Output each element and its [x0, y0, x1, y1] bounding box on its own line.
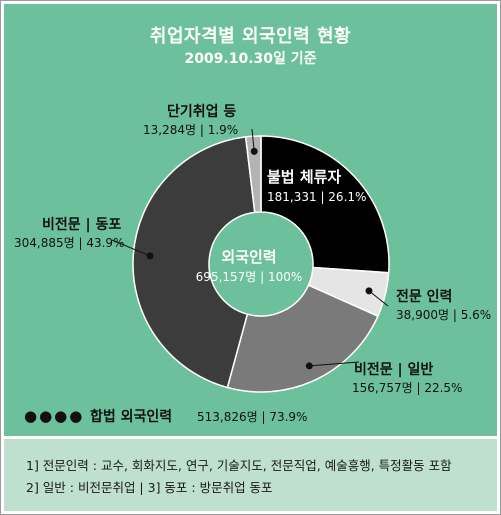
leader-line-general: [309, 361, 360, 367]
slice-label-shortterm-detail: 13,284명 | 1.9%: [143, 123, 238, 137]
donut-slice-compatriot: [132, 136, 256, 389]
slice-label-professional-name: 전문 인력: [396, 288, 452, 305]
slice-label-compatriot-name: 비전문 | 동포: [42, 216, 121, 233]
donut-slice-general: [226, 284, 379, 393]
note-line-1: 1] 전문인력 : 교수, 회화지도, 연구, 기술지도, 전문직업, 예술흥행…: [26, 458, 452, 473]
leader-line-compatriot: [111, 239, 151, 257]
slice-label-illegal-name: 불법 체류자: [267, 168, 341, 186]
leader-dot-compatriot: [146, 252, 154, 260]
leader-dot-shortterm: [250, 147, 258, 155]
chart-title: 취업자격별 외국인력 현황: [149, 26, 352, 47]
summary-detail: 513,826명 | 73.9%: [197, 410, 307, 424]
donut-slice-shortterm: [244, 135, 262, 214]
note-line-2: 2] 일반 : 비전문취업 | 3] 동포 : 방문취업 동포: [26, 480, 273, 495]
chart-subtitle: 2009.10.30일 기준: [184, 51, 317, 67]
summary-bullets: ●●●●: [24, 407, 84, 425]
notes-panel: 1] 전문인력 : 교수, 회화지도, 연구, 기술지도, 전문직업, 예술흥행…: [4, 439, 497, 511]
slice-label-compatriot-detail: 304,885명 | 43.9%: [14, 236, 124, 250]
leader-line-shortterm: [251, 128, 255, 152]
summary-label: 합법 외국인력: [90, 408, 172, 425]
slice-label-shortterm-name: 단기취업 등: [167, 103, 236, 120]
leader-dot-professional: [365, 287, 373, 295]
center-title: 외국인력: [221, 248, 276, 266]
slice-label-general-detail: 156,757명 | 22.5%: [352, 381, 462, 395]
donut-slice-illegal: [260, 135, 390, 274]
donut-chart: 외국인력 695,157명 | 100% 불법 체류자 181,331 | 26…: [14, 103, 491, 425]
center-detail: 695,157명 | 100%: [196, 270, 303, 284]
leader-dot-general: [305, 362, 313, 370]
leader-line-professional: [368, 290, 389, 307]
slice-label-general-name: 비전문 | 일반: [354, 361, 433, 378]
slice-label-professional-detail: 38,900명 | 5.6%: [396, 308, 491, 322]
chart-panel: 취업자격별 외국인력 현황 2009.10.30일 기준 외국인력 695,15…: [4, 4, 497, 436]
slice-label-illegal-detail: 181,331 | 26.1%: [267, 190, 366, 204]
